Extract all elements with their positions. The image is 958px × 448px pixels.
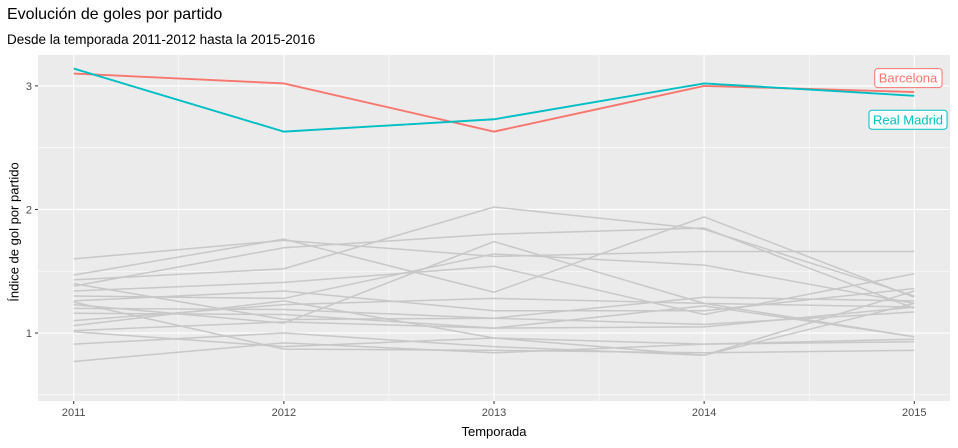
x-axis-label: Temporada [461,424,527,439]
series-line-real-madrid [73,67,915,133]
x-tick-label: 2015 [902,407,926,419]
team-line [73,227,915,310]
y-axis-label: Índice de gol por partido [6,162,22,302]
y-tick-label: 2 [26,204,32,216]
series-label-barcelona: Barcelona [874,68,943,89]
series-label-box [874,68,943,89]
chart-subtitle: Desde la temporada 2011-2012 hasta la 20… [7,32,316,47]
y-tick-label: 1 [26,328,32,340]
team-line [73,306,915,332]
axis-ticks: 1 2 3 2011 2012 2013 2014 2015 [26,81,927,419]
series-label-real-madrid: Real Madrid [868,109,948,130]
x-tick-label: 2012 [272,407,296,419]
series-label-text: Real Madrid [873,112,943,127]
team-line [73,287,915,312]
team-line [73,302,915,357]
team-line [73,297,915,338]
team-line [73,290,915,357]
x-tick-label: 2013 [482,407,506,419]
series-label-box [868,109,948,130]
team-line [73,340,915,363]
x-tick-label: 2014 [692,407,716,419]
team-line [73,265,915,316]
team-line [73,216,915,298]
team-line [73,240,915,324]
series-labels: Barcelona Real Madrid [868,68,948,130]
other-teams-lines [73,206,915,363]
team-line [73,253,915,305]
y-tick-label: 3 [26,81,32,93]
highlighted-teams-lines [73,67,915,133]
series-label-text: Barcelona [879,71,938,86]
x-tick-label: 2011 [62,407,86,419]
chart-title: Evolución de goles por partido [7,6,223,23]
team-line [73,301,915,354]
team-line [73,206,915,297]
